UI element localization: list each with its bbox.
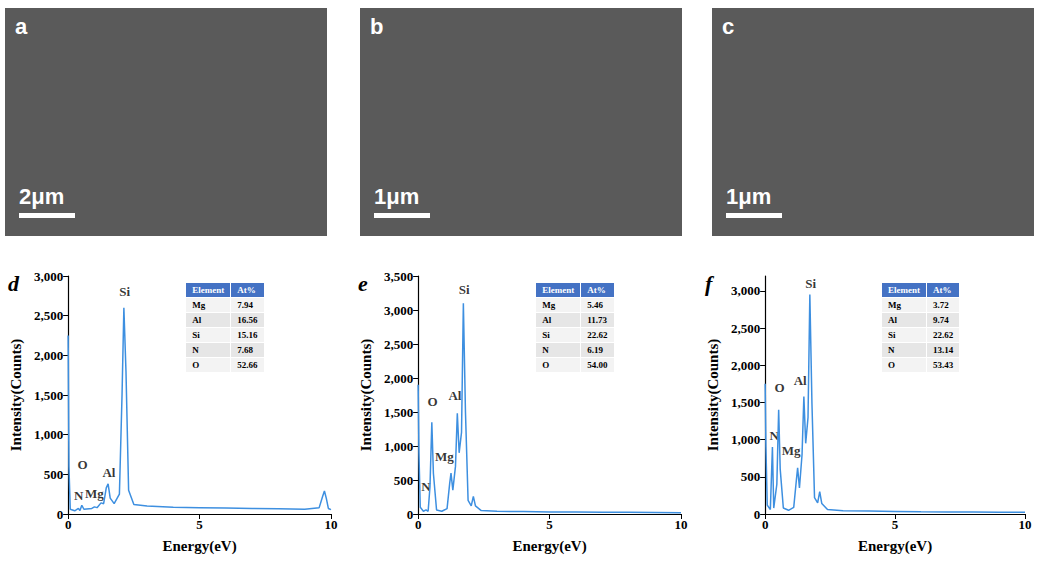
svg-text:3,000: 3,000 — [731, 283, 760, 298]
svg-text:Energy(eV): Energy(eV) — [858, 538, 932, 555]
html-text:Mg: Mg — [192, 300, 206, 310]
html-text:c: c — [722, 14, 735, 39]
svg-text:O: O — [78, 457, 88, 472]
svg-text:Al: Al — [102, 465, 115, 480]
svg-text:1,500: 1,500 — [384, 405, 413, 420]
svg-text:Si: Si — [805, 276, 816, 291]
svg-text:Intensity(Counts): Intensity(Counts) — [358, 339, 375, 452]
svg-text:10: 10 — [1019, 517, 1032, 532]
html-text:16.56: 16.56 — [237, 315, 258, 325]
svg-text:N: N — [421, 479, 431, 495]
html-text:Si: Si — [192, 330, 200, 340]
html-text:9.74: 9.74 — [932, 315, 949, 325]
html-text:54.00: 54.00 — [587, 360, 608, 370]
svg-text:500: 500 — [741, 469, 761, 484]
svg-text:0: 0 — [754, 507, 761, 522]
svg-text:10: 10 — [325, 517, 338, 532]
svg-text:0: 0 — [65, 517, 72, 532]
html-text:Mg: Mg — [887, 300, 901, 310]
html-text:Mg: Mg — [542, 300, 556, 310]
svg-text:Si: Si — [459, 282, 470, 297]
html-text:1μm: 1μm — [374, 184, 420, 209]
svg-text:1,000: 1,000 — [34, 427, 63, 442]
svg-text:1,500: 1,500 — [34, 388, 63, 403]
html-text:Element: Element — [887, 285, 920, 295]
svg-text:0: 0 — [407, 507, 414, 522]
svg-text:3,000: 3,000 — [384, 303, 413, 318]
html-text:15.16: 15.16 — [237, 330, 258, 340]
svg-text:d: d — [8, 271, 20, 296]
svg-text:Energy(eV): Energy(eV) — [162, 538, 236, 555]
html-text:Si: Si — [542, 330, 550, 340]
html-text:1μm: 1μm — [726, 184, 772, 209]
html-text:Element: Element — [192, 285, 225, 295]
svg-text:1,000: 1,000 — [384, 439, 413, 454]
html-text:6.19: 6.19 — [587, 345, 603, 355]
html-text:22.62: 22.62 — [932, 330, 954, 340]
svg-text:Mg: Mg — [435, 449, 454, 464]
svg-text:2,000: 2,000 — [34, 348, 63, 363]
svg-text:O: O — [774, 380, 784, 395]
svg-text:2,500: 2,500 — [731, 321, 760, 336]
html-text:At%: At% — [237, 285, 256, 295]
html-text:53.43: 53.43 — [932, 360, 954, 370]
svg-text:Al: Al — [448, 388, 461, 403]
html-text:11.73: 11.73 — [587, 315, 607, 325]
svg-text:2,500: 2,500 — [384, 337, 413, 352]
html-text:O: O — [887, 360, 895, 370]
html-text:Element: Element — [542, 285, 575, 295]
svg-text:e: e — [358, 271, 368, 296]
svg-text:3,500: 3,500 — [384, 269, 413, 284]
html-text:13.14: 13.14 — [932, 345, 954, 355]
html-text:5.46: 5.46 — [587, 300, 603, 310]
html-text:Al: Al — [887, 315, 897, 325]
html-text:b: b — [370, 14, 384, 39]
html-text:2μm: 2μm — [19, 184, 65, 209]
html-text:O: O — [542, 360, 550, 370]
html-text:Al: Al — [542, 315, 552, 325]
svg-text:5: 5 — [892, 517, 899, 532]
svg-text:1,000: 1,000 — [731, 432, 760, 447]
html-text:Si: Si — [887, 330, 896, 340]
svg-text:Mg: Mg — [85, 486, 104, 501]
html-text:3.72: 3.72 — [932, 300, 949, 310]
html-text:52.66: 52.66 — [237, 360, 258, 370]
svg-text:3,000: 3,000 — [34, 269, 63, 284]
html-text:At%: At% — [587, 285, 606, 295]
svg-text:O: O — [428, 394, 438, 409]
svg-text:0: 0 — [57, 507, 64, 522]
svg-text:500: 500 — [394, 473, 414, 488]
svg-text:2,500: 2,500 — [34, 308, 63, 323]
html-text:Al: Al — [192, 315, 202, 325]
svg-text:5: 5 — [546, 517, 553, 532]
html-text:N: N — [192, 345, 199, 355]
html-text:7.94: 7.94 — [237, 300, 253, 310]
html-text:7.68: 7.68 — [237, 345, 253, 355]
html-text:N: N — [542, 345, 549, 355]
svg-text:N: N — [769, 428, 779, 444]
html-text:N: N — [887, 345, 895, 355]
svg-text:Al: Al — [794, 373, 807, 388]
svg-text:Mg: Mg — [782, 443, 801, 458]
svg-text:Intensity(Counts): Intensity(Counts) — [8, 339, 25, 452]
html-text:22.62: 22.62 — [587, 330, 608, 340]
svg-text:10: 10 — [675, 517, 688, 532]
svg-text:5: 5 — [196, 517, 203, 532]
svg-text:Intensity(Counts): Intensity(Counts) — [705, 339, 722, 452]
svg-text:N: N — [74, 488, 84, 503]
svg-text:500: 500 — [44, 467, 64, 482]
svg-text:Energy(eV): Energy(eV) — [512, 538, 586, 555]
svg-text:0: 0 — [415, 517, 422, 532]
svg-text:f: f — [705, 271, 715, 296]
svg-text:Si: Si — [119, 284, 130, 299]
svg-text:2,000: 2,000 — [384, 371, 413, 386]
svg-text:2,000: 2,000 — [731, 358, 760, 373]
svg-text:1,500: 1,500 — [731, 395, 760, 410]
html-text:O: O — [192, 360, 200, 370]
html-text:At%: At% — [932, 285, 952, 295]
svg-text:0: 0 — [762, 517, 769, 532]
html-text:a: a — [15, 14, 28, 39]
